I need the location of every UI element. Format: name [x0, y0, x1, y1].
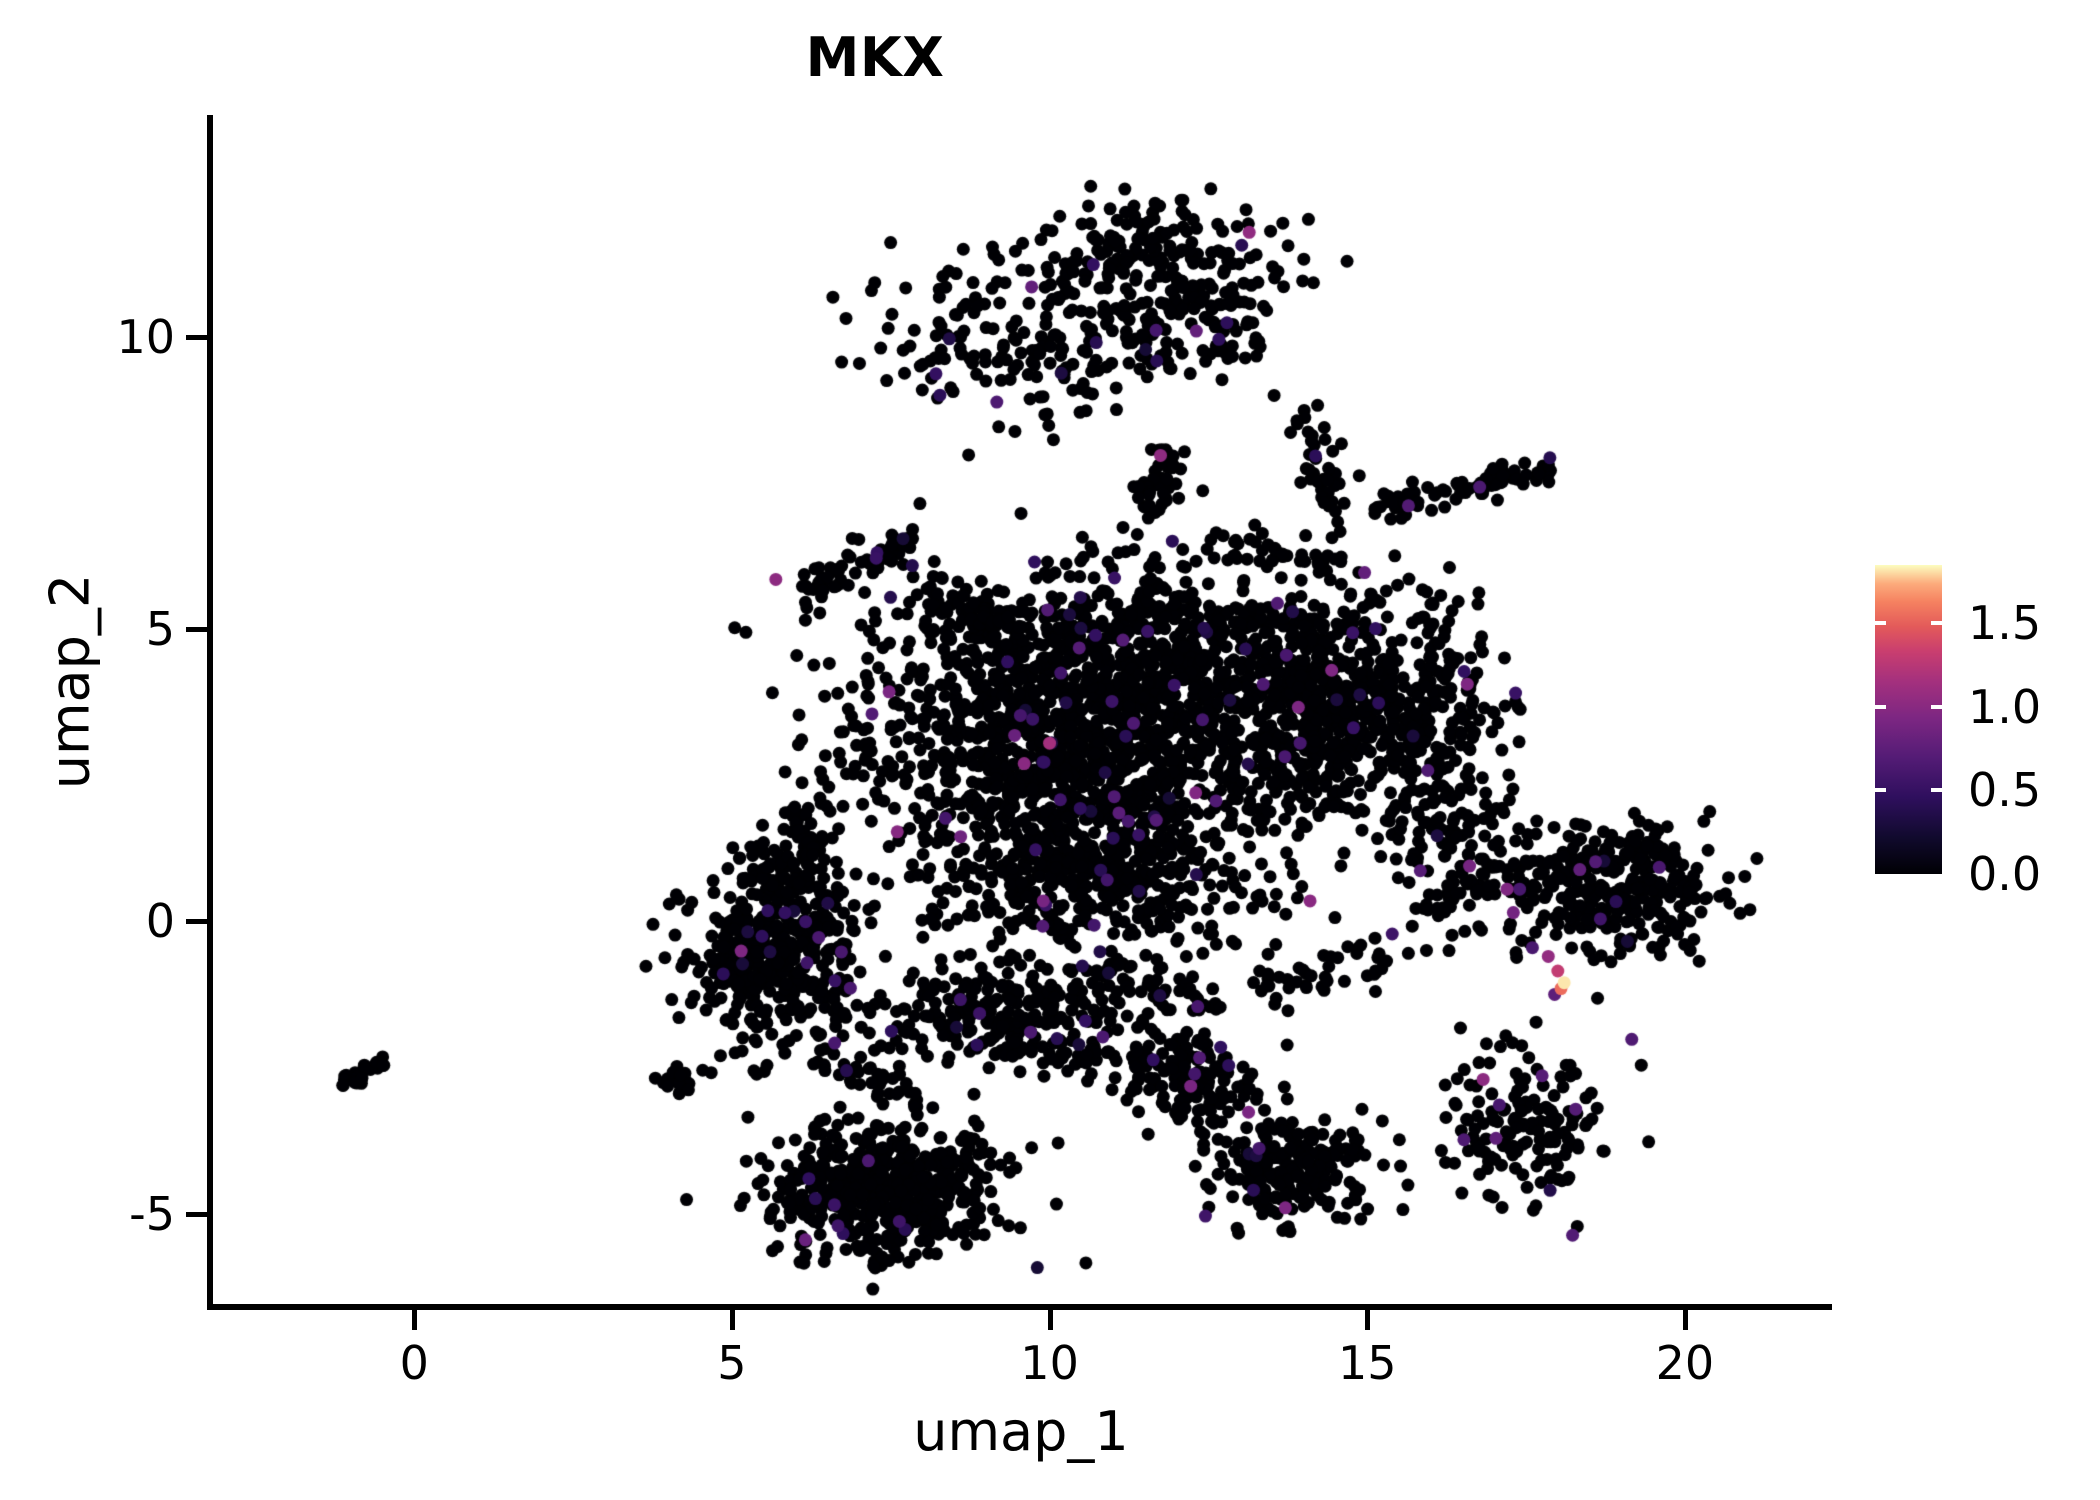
x-tick-label: 20: [1655, 1336, 1715, 1390]
colorbar-tick-label: 1.0: [1968, 679, 2042, 734]
colorbar-gradient: [1875, 565, 1942, 874]
x-tick-label: 5: [717, 1336, 747, 1390]
y-tick-mark: [186, 627, 209, 633]
colorbar-tick-mark: [1875, 704, 1886, 709]
x-axis-spine: [207, 1304, 1832, 1310]
x-tick-label: 0: [399, 1336, 429, 1390]
x-tick-label: 15: [1337, 1336, 1397, 1390]
y-tick-mark: [186, 335, 209, 341]
y-tick-label: 5: [145, 602, 175, 657]
colorbar-tick-label: 1.5: [1968, 596, 2042, 651]
x-tick-mark: [412, 1308, 418, 1330]
colorbar-tick-mark: [1931, 704, 1942, 709]
y-axis-spine: [207, 115, 213, 1310]
colorbar: [1875, 565, 1942, 874]
page-title: MKX: [805, 26, 945, 89]
colorbar-tick-mark: [1931, 621, 1942, 626]
x-tick-label: 10: [1020, 1336, 1079, 1390]
x-tick-mark: [729, 1308, 735, 1330]
y-tick-mark: [186, 919, 209, 925]
x-tick-mark: [1682, 1308, 1688, 1330]
x-tick-mark: [1047, 1308, 1053, 1330]
colorbar-tick-label: 0.5: [1968, 763, 2042, 818]
x-tick-mark: [1365, 1308, 1371, 1330]
colorbar-tick-mark: [1875, 788, 1886, 793]
y-tick-mark: [186, 1211, 209, 1217]
x-axis-label: umap_1: [913, 1400, 1129, 1463]
scatter-plot-canvas: [211, 115, 1831, 1307]
y-tick-label: 10: [116, 310, 175, 365]
colorbar-tick-label: 0.0: [1968, 847, 2042, 901]
y-axis-label: umap_2: [38, 573, 102, 790]
colorbar-tick-mark: [1875, 621, 1886, 626]
y-tick-label: -5: [129, 1186, 175, 1241]
y-tick-label: 0: [145, 894, 175, 949]
colorbar-tick-mark: [1931, 788, 1942, 793]
